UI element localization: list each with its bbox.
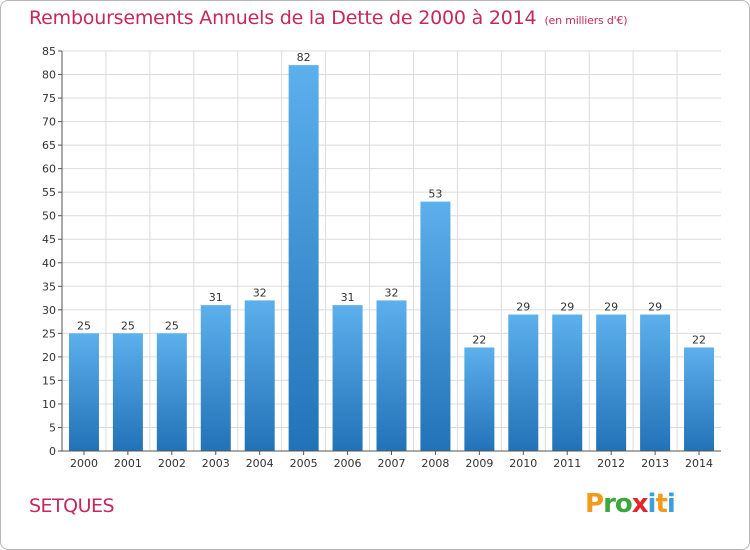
axes xyxy=(58,50,721,455)
y-tick-label: 10 xyxy=(42,398,56,411)
bar-2003 xyxy=(200,305,231,451)
bar-2009 xyxy=(464,347,495,451)
y-tick-label: 35 xyxy=(42,280,56,293)
data-label-2013: 29 xyxy=(648,301,662,314)
y-tick-label: 25 xyxy=(42,327,56,340)
data-label-2009: 22 xyxy=(472,333,486,346)
data-label-2008: 53 xyxy=(428,188,442,201)
y-tick-label: 15 xyxy=(42,374,56,387)
bar-2012 xyxy=(596,314,627,451)
logo-letter: o xyxy=(614,489,633,519)
y-tick-label: 45 xyxy=(42,233,56,246)
x-tick-label-2009: 2009 xyxy=(465,457,493,470)
logo-letter: t xyxy=(655,489,667,519)
data-label-2003: 31 xyxy=(209,291,223,304)
logo-letter: r xyxy=(603,489,616,519)
proxiti-logo: Proxiti xyxy=(585,489,676,519)
logo-letter: P xyxy=(585,489,604,519)
data-label-2005: 82 xyxy=(297,51,311,64)
x-tick-label-2003: 2003 xyxy=(202,457,230,470)
chart-title: Remboursements Annuels de la Dette de 20… xyxy=(29,7,628,29)
x-tick-label-2011: 2011 xyxy=(553,457,581,470)
chart-subtitle: (en milliers d'€) xyxy=(544,14,628,27)
data-label-2006: 31 xyxy=(341,291,355,304)
y-tick-label: 70 xyxy=(42,116,56,129)
bar-2013 xyxy=(640,314,671,451)
data-label-2010: 29 xyxy=(516,301,530,314)
x-tick-label-2000: 2000 xyxy=(70,457,98,470)
bar-2002 xyxy=(156,333,187,451)
x-tick-label-2008: 2008 xyxy=(421,457,449,470)
x-tick-label-2001: 2001 xyxy=(114,457,142,470)
y-tick-label: 20 xyxy=(42,351,56,364)
x-tick-label-2010: 2010 xyxy=(509,457,537,470)
bar-2000 xyxy=(68,333,99,451)
data-label-2007: 32 xyxy=(385,286,399,299)
bar-2010 xyxy=(508,314,539,451)
data-label-2011: 29 xyxy=(560,301,574,314)
x-tick-label-2014: 2014 xyxy=(685,457,713,470)
x-tick-label-2013: 2013 xyxy=(641,457,669,470)
bar-2007 xyxy=(376,300,407,451)
x-tick-label-2002: 2002 xyxy=(158,457,186,470)
bar-2014 xyxy=(684,347,715,451)
bar-2006 xyxy=(332,305,363,451)
bar-2011 xyxy=(552,314,583,451)
y-tick-label: 75 xyxy=(42,92,56,105)
data-label-2014: 22 xyxy=(692,333,706,346)
bar-2004 xyxy=(244,300,275,451)
y-tick-label: 30 xyxy=(42,304,56,317)
y-tick-label: 0 xyxy=(49,445,56,458)
x-tick-label-2012: 2012 xyxy=(597,457,625,470)
y-tick-label: 50 xyxy=(42,210,56,223)
x-tick-label-2005: 2005 xyxy=(290,457,318,470)
bars xyxy=(68,65,715,451)
data-label-2004: 32 xyxy=(253,286,267,299)
y-tick-label: 60 xyxy=(42,163,56,176)
y-tick-label: 55 xyxy=(42,186,56,199)
labels: 0 5 10 15 20 25 30 35 40 45 50 55 60 65 70 75 80 85 25 2000… xyxy=(42,45,713,470)
x-tick-label-2006: 2006 xyxy=(334,457,362,470)
y-tick-label: 80 xyxy=(42,69,56,82)
data-label-2000: 25 xyxy=(77,319,91,332)
y-tick-label: 85 xyxy=(42,45,56,58)
bar-2001 xyxy=(112,333,143,451)
x-tick-label-2007: 2007 xyxy=(378,457,406,470)
y-tick-label: 40 xyxy=(42,257,56,270)
logo-letter: x xyxy=(631,489,649,519)
bar-2005 xyxy=(288,65,319,451)
bar-2008 xyxy=(420,201,451,451)
y-tick-label: 65 xyxy=(42,139,56,152)
commune-name: SETQUES xyxy=(29,495,115,517)
y-tick-label: 5 xyxy=(49,421,56,434)
logo-letter: i xyxy=(666,489,676,519)
x-tick-label-2004: 2004 xyxy=(246,457,274,470)
data-label-2002: 25 xyxy=(165,319,179,332)
title-text: Remboursements Annuels de la Dette de 20… xyxy=(29,7,537,29)
logo-letter: i xyxy=(647,489,657,519)
data-label-2012: 29 xyxy=(604,301,618,314)
data-label-2001: 25 xyxy=(121,319,135,332)
